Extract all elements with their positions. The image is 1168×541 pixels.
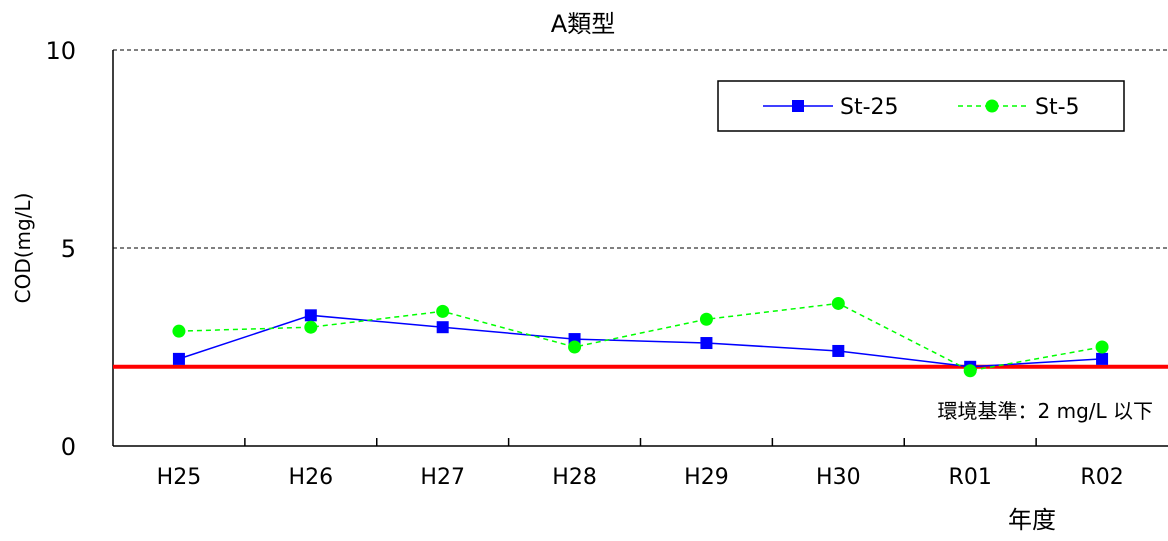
chart-title: A類型 [551,10,615,38]
axes [112,50,1168,447]
x-axis-label: 年度 [1008,506,1056,534]
data-point-st-5-r02 [1095,340,1109,354]
y-tick-label-5: 5 [61,235,76,263]
series-group [172,296,1109,378]
data-point-st-25-h26 [304,309,317,322]
x-tick-label-h26: H26 [289,465,334,490]
data-point-st-25-h30 [832,344,845,357]
y-tick-label-0: 0 [61,433,76,461]
x-tick-label-r01: R01 [949,465,992,490]
data-point-st-25-r02 [1096,352,1109,365]
data-point-st-5-h25 [172,324,186,338]
x-tick-label-h28: H28 [552,465,597,490]
data-point-st-25-h27 [436,321,449,334]
data-point-st-25-h29 [700,337,713,350]
data-point-st-25-h25 [172,352,185,365]
legend-marker-st-25 [792,100,804,112]
legend-label-st-25: St-25 [840,95,899,120]
x-tick-label-h25: H25 [157,465,202,490]
series-st-5 [172,296,1109,378]
data-point-st-5-h30 [831,296,845,310]
x-tick-label-h27: H27 [420,465,465,490]
series-line-st-5 [178,302,1103,372]
x-tick-label-r02: R02 [1080,465,1123,490]
legend-marker-st-5 [985,99,999,113]
data-point-st-5-h26 [304,320,318,334]
data-point-st-5-h29 [699,312,713,326]
tick-labels: H25 H26 H27 H28 H29 H30 R01 R02 0 5 10 [45,37,1123,490]
legend-label-st-5: St-5 [1035,95,1080,120]
legend: St-25 St-5 [717,80,1125,132]
gridlines [113,49,1168,249]
environmental-standard-label: 環境基準：2 mg/L 以下 [938,399,1154,423]
y-tick-label-10: 10 [45,37,76,65]
data-point-st-5-h27 [436,304,450,318]
x-tick-label-h29: H29 [684,465,729,490]
series-line-st-25 [178,314,1103,368]
data-point-st-5-h28 [568,340,582,354]
x-tick-label-h30: H30 [816,465,861,490]
data-point-st-5-r01 [963,364,977,378]
reference-line-group: 環境基準：2 mg/L 以下 [113,364,1168,423]
series-st-25 [172,309,1109,373]
y-axis-label: COD(mg/L) [11,193,35,304]
